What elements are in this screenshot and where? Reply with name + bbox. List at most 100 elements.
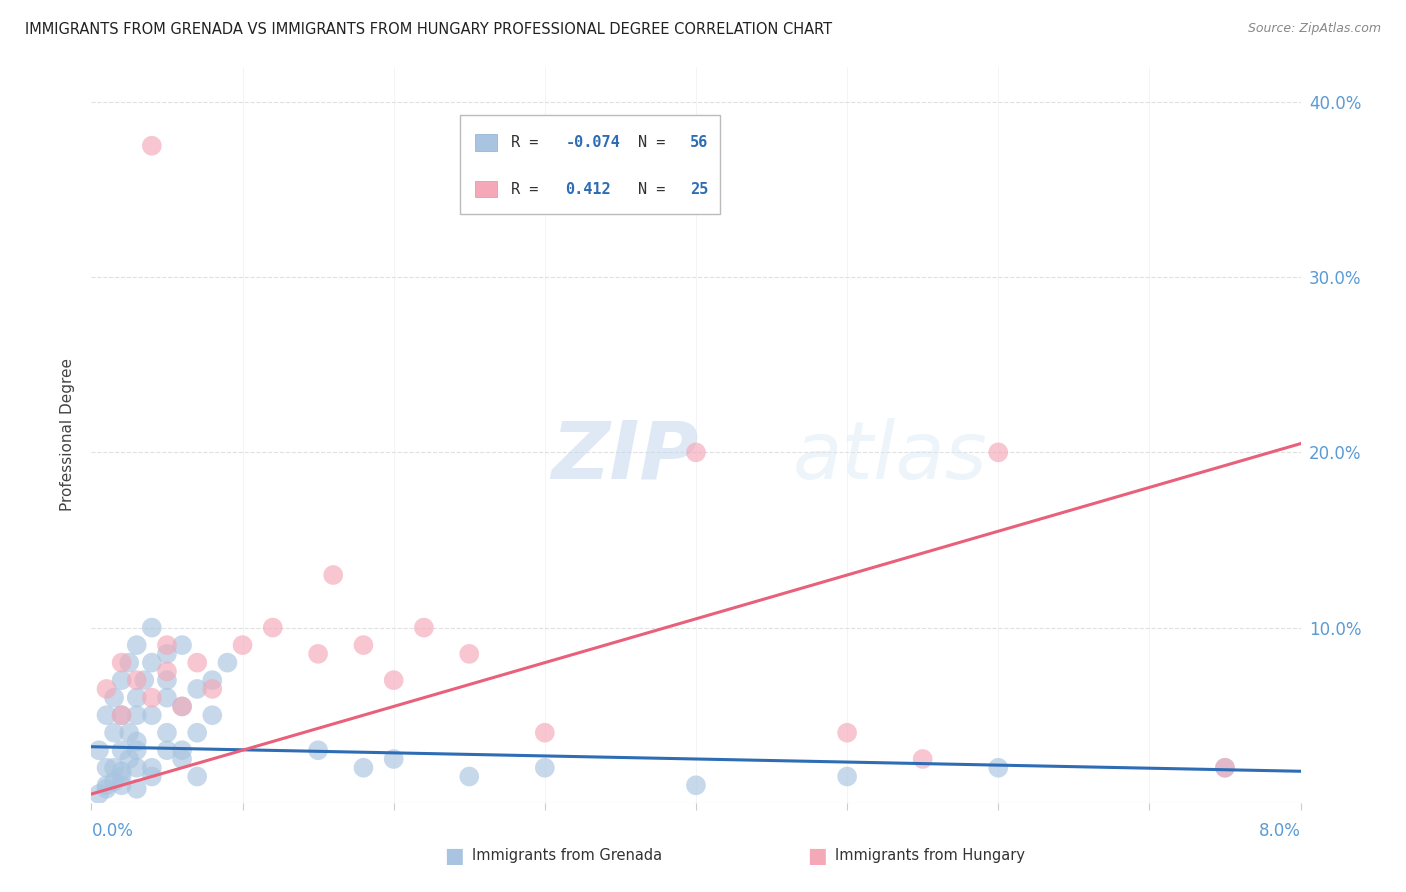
Point: [103, 774, 125, 789]
Point: [111, 764, 132, 779]
Text: N =: N =: [638, 182, 675, 197]
Point: [87, 787, 110, 801]
Point: [458, 647, 481, 661]
Point: [118, 656, 141, 670]
Point: [987, 761, 1010, 775]
Point: [911, 752, 934, 766]
Point: [111, 770, 132, 784]
Point: [156, 743, 179, 757]
Text: atlas: atlas: [793, 418, 987, 496]
Text: Immigrants from Hungary: Immigrants from Hungary: [835, 848, 1025, 863]
Text: R =: R =: [510, 135, 547, 150]
Text: 0.412: 0.412: [565, 182, 612, 197]
Point: [125, 690, 148, 705]
Point: [87, 743, 110, 757]
Point: [96, 681, 118, 696]
Point: [231, 638, 253, 652]
Point: [533, 725, 555, 739]
Point: [156, 665, 179, 679]
Point: [186, 770, 208, 784]
Point: [352, 761, 374, 775]
Point: [172, 699, 194, 714]
Point: [103, 761, 125, 775]
Text: 25: 25: [690, 182, 709, 197]
FancyBboxPatch shape: [460, 115, 720, 214]
Y-axis label: Professional Degree: Professional Degree: [60, 359, 76, 511]
Text: Immigrants from Grenada: Immigrants from Grenada: [472, 848, 662, 863]
Point: [835, 725, 858, 739]
Point: [96, 778, 118, 792]
Point: [125, 743, 148, 757]
Point: [96, 708, 118, 723]
Point: [111, 708, 132, 723]
Point: [134, 673, 156, 687]
Point: [307, 743, 329, 757]
Text: Source: ZipAtlas.com: Source: ZipAtlas.com: [1247, 22, 1381, 36]
Point: [172, 638, 194, 652]
Point: [141, 770, 163, 784]
Point: [141, 138, 163, 153]
Point: [156, 673, 179, 687]
Point: [141, 656, 163, 670]
Point: [533, 761, 555, 775]
Text: -0.074: -0.074: [565, 135, 620, 150]
FancyBboxPatch shape: [475, 181, 498, 197]
Point: [125, 708, 148, 723]
Point: [382, 752, 405, 766]
Point: [458, 770, 481, 784]
Point: [835, 770, 858, 784]
Text: R =: R =: [510, 182, 547, 197]
Point: [96, 761, 118, 775]
Point: [156, 690, 179, 705]
FancyBboxPatch shape: [475, 135, 498, 151]
Point: [262, 621, 284, 635]
Point: [103, 690, 125, 705]
Point: [172, 752, 194, 766]
Point: [125, 781, 148, 796]
Text: ■: ■: [444, 846, 464, 866]
Point: [186, 725, 208, 739]
Point: [111, 778, 132, 792]
Text: 8.0%: 8.0%: [1258, 822, 1301, 840]
Text: 56: 56: [690, 135, 709, 150]
Point: [141, 761, 163, 775]
Point: [322, 568, 344, 582]
Point: [125, 673, 148, 687]
Point: [141, 621, 163, 635]
Text: ■: ■: [807, 846, 827, 866]
Point: [217, 656, 239, 670]
Point: [685, 445, 707, 459]
Point: [1213, 761, 1236, 775]
Point: [111, 708, 132, 723]
Point: [382, 673, 405, 687]
Point: [186, 681, 208, 696]
Point: [125, 734, 148, 748]
Point: [186, 656, 208, 670]
Point: [156, 647, 179, 661]
Point: [156, 638, 179, 652]
Point: [172, 699, 194, 714]
Point: [111, 743, 132, 757]
Point: [118, 752, 141, 766]
Point: [156, 725, 179, 739]
Point: [96, 781, 118, 796]
Text: IMMIGRANTS FROM GRENADA VS IMMIGRANTS FROM HUNGARY PROFESSIONAL DEGREE CORRELATI: IMMIGRANTS FROM GRENADA VS IMMIGRANTS FR…: [25, 22, 832, 37]
Point: [201, 708, 224, 723]
Point: [111, 656, 132, 670]
Point: [352, 638, 374, 652]
Point: [172, 743, 194, 757]
Text: ZIP: ZIP: [551, 418, 699, 496]
Point: [141, 708, 163, 723]
Point: [413, 621, 436, 635]
Point: [307, 647, 329, 661]
Point: [1213, 761, 1236, 775]
Point: [201, 681, 224, 696]
Point: [103, 725, 125, 739]
Point: [201, 673, 224, 687]
Point: [118, 725, 141, 739]
Point: [111, 673, 132, 687]
Point: [125, 638, 148, 652]
Point: [125, 761, 148, 775]
Point: [685, 778, 707, 792]
Point: [141, 690, 163, 705]
